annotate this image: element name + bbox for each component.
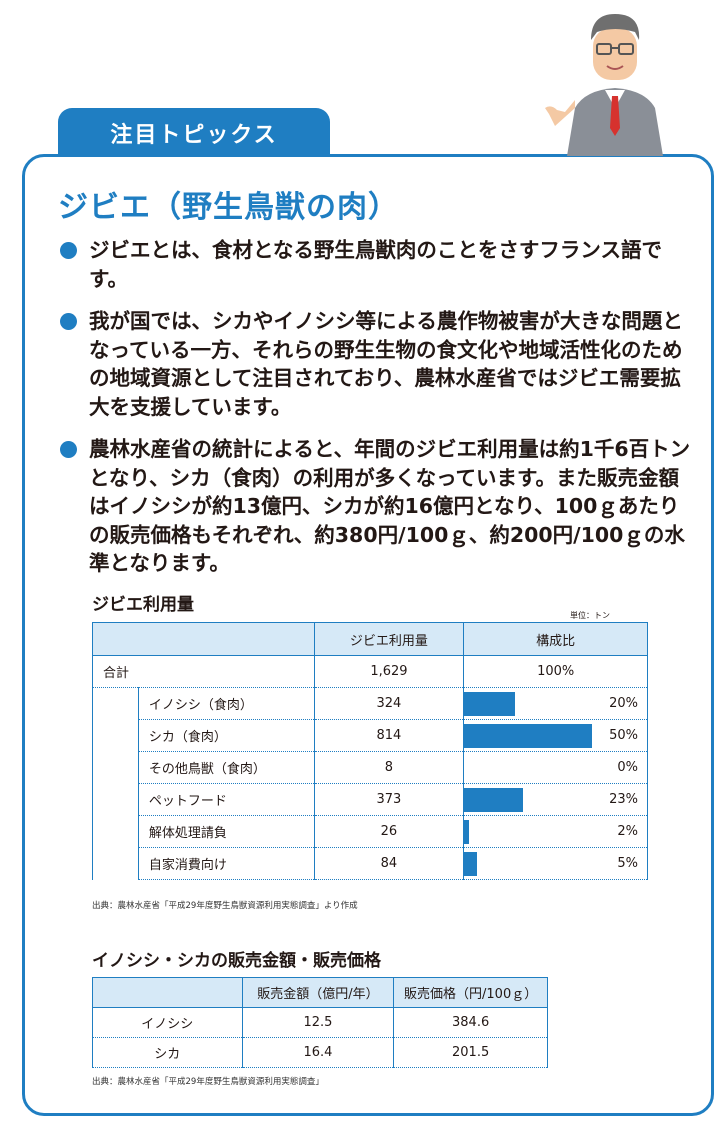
ratio-bar	[464, 724, 593, 748]
table-row: その他鳥獣（食肉） 8 0%	[93, 751, 648, 784]
presenter-illustration	[545, 14, 663, 156]
usage-table: ジビエ利用量 構成比 合計 1,629 100% イノシシ（食肉） 324 20…	[92, 622, 648, 880]
sales-source-note: 出典：農林水産省「平成29年度野生鳥獣資源利用実態調査」	[92, 1077, 324, 1087]
page-heading: ジビエ（野生鳥獣の肉）	[58, 190, 399, 225]
ratio-bar	[464, 852, 478, 876]
usage-source-note: 出典：農林水産省「平成29年度野生鳥獣資源利用実態調査」より作成	[92, 901, 358, 911]
table-row: ペットフード 373 23%	[93, 783, 648, 816]
bullet-item: ジビエとは、食材となる野生鳥獣肉のことをさすフランス語です。	[58, 236, 698, 293]
total-pct: 100%	[463, 655, 648, 688]
usage-table-title: ジビエ利用量	[92, 595, 194, 615]
usage-column-header: ジビエ利用量	[313, 622, 465, 656]
total-value: 1,629	[313, 655, 465, 688]
bullet-item: 我が国では、シカやイノシシ等による農作物被害が大きな問題となっている一方、それら…	[58, 307, 698, 421]
topic-tab: 注目トピックス	[58, 108, 330, 158]
total-row: 合計 1,629 100%	[92, 655, 648, 688]
table-row: シカ 16.4 201.5	[92, 1037, 548, 1068]
table-row: イノシシ 12.5 384.6	[92, 1007, 548, 1038]
bullet-dot-icon	[60, 242, 77, 259]
unit-label: 単位：トン	[570, 611, 610, 620]
total-label: 合計	[92, 655, 315, 688]
table-row: 自家消費向け 84 5%	[93, 847, 648, 880]
ratio-bar	[464, 788, 524, 812]
bullet-dot-icon	[60, 313, 77, 330]
ratio-bar	[464, 820, 470, 844]
sales-table: 販売金額（億円/年） 販売価格（円/100ｇ） イノシシ 12.5 384.6 …	[92, 977, 548, 1068]
bullet-item: 農林水産省の統計によると、年間のジビエ利用量は約1千6百トンとなり、シカ（食肉）…	[58, 435, 698, 578]
table-row: 解体処理請負 26 2%	[93, 815, 648, 848]
price-column-header: 販売価格（円/100ｇ）	[393, 977, 548, 1008]
table-header-row: ジビエ利用量 構成比	[92, 622, 648, 656]
bullet-dot-icon	[60, 441, 77, 458]
bullet-list: ジビエとは、食材となる野生鳥獣肉のことをさすフランス語です。 我が国では、シカや…	[58, 236, 698, 592]
table-row: イノシシ（食肉） 324 20%	[92, 687, 648, 880]
ratio-bar	[464, 692, 516, 716]
sales-table-title: イノシシ・シカの販売金額・販売価格	[92, 951, 381, 971]
table-row: シカ（食肉） 814 50%	[93, 719, 648, 752]
topic-tab-label: 注目トピックス	[110, 123, 278, 148]
sales-column-header: 販売金額（億円/年）	[241, 977, 395, 1008]
table-header-row: 販売金額（億円/年） 販売価格（円/100ｇ）	[92, 977, 548, 1008]
ratio-column-header: 構成比	[463, 622, 648, 656]
